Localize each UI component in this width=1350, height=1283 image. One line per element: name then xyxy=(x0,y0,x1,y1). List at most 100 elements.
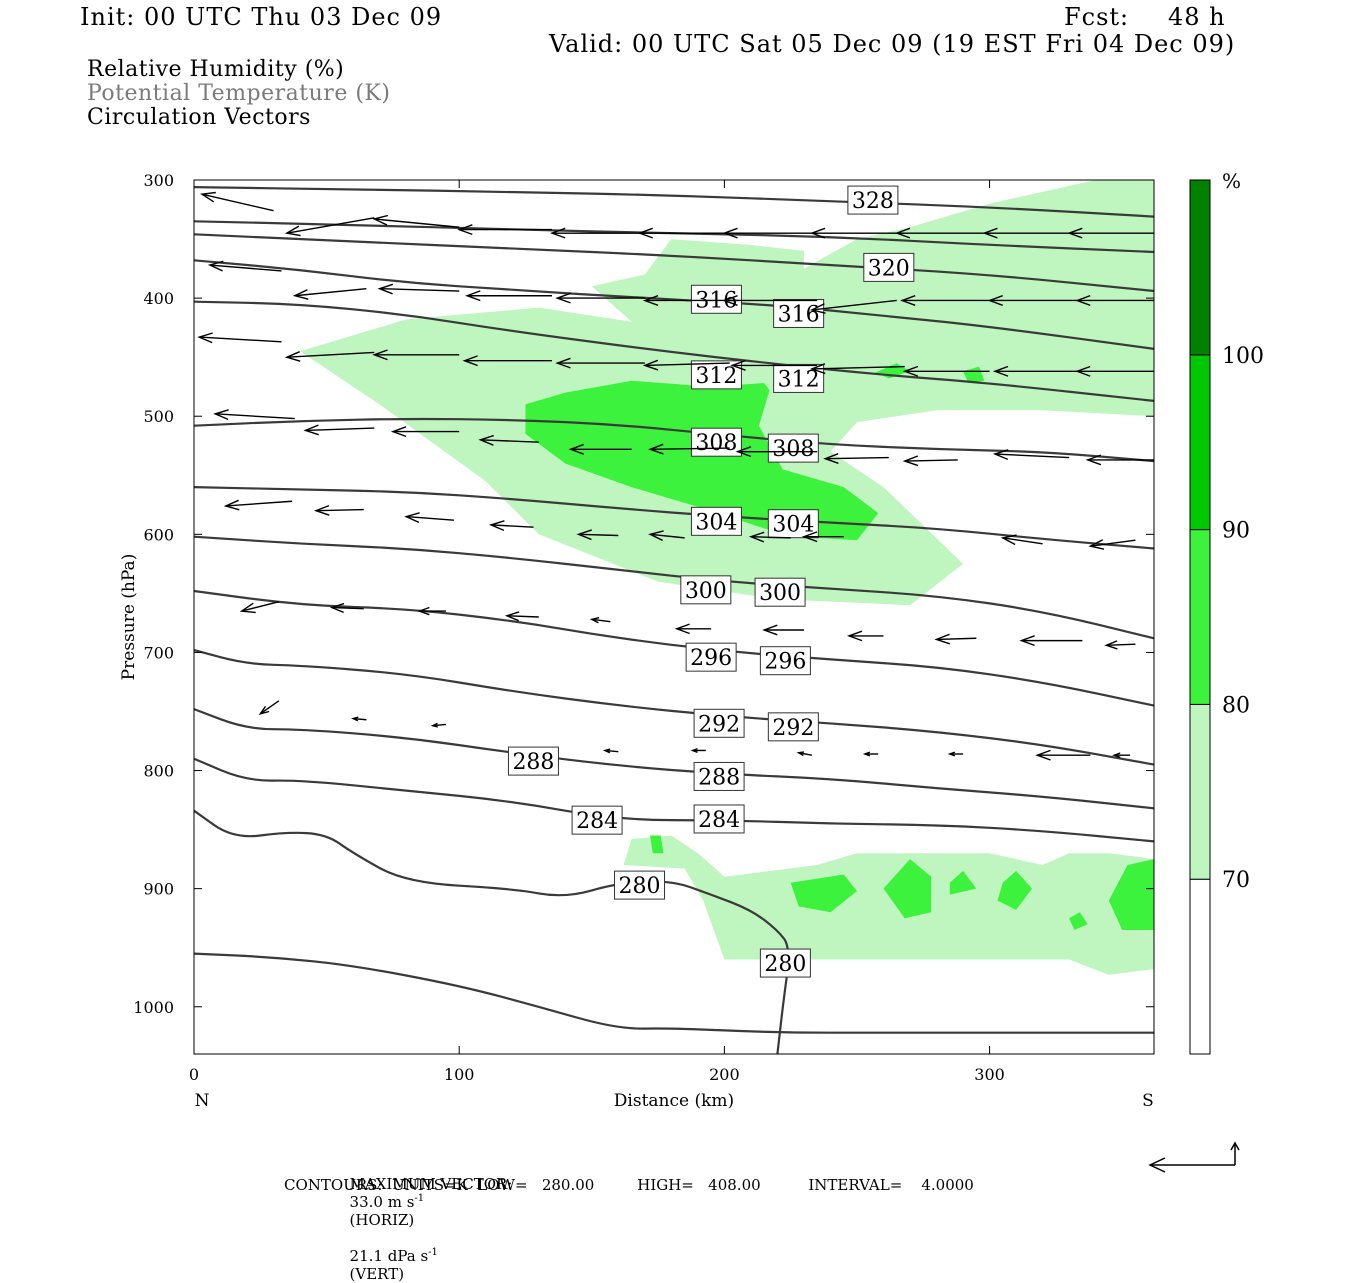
circulation-vector xyxy=(648,530,685,542)
vector-head xyxy=(1067,227,1083,239)
vector-head xyxy=(504,611,520,622)
vector-head xyxy=(1104,640,1118,650)
vertical-max-value: 21.1 dPa s xyxy=(349,1247,429,1265)
circulation-vector xyxy=(862,751,879,757)
contour-label-box xyxy=(759,646,811,676)
contour-label-text: 296 xyxy=(690,646,732,671)
reference-vector xyxy=(1148,1141,1240,1173)
vector-head xyxy=(457,224,473,236)
vector-shaft xyxy=(798,752,813,756)
colorbar-segment xyxy=(1189,529,1211,705)
circulation-vector xyxy=(555,292,645,304)
circulation-vector xyxy=(722,227,818,239)
contour-label-text: 292 xyxy=(698,712,740,737)
vector-head xyxy=(589,617,600,624)
contour-label-312: 312 xyxy=(690,360,742,390)
contour-label-296: 296 xyxy=(759,646,811,676)
circulation-vector xyxy=(722,295,818,306)
vector-head xyxy=(404,512,420,524)
circulation-vector xyxy=(1085,454,1154,466)
contour-label-288: 288 xyxy=(507,746,559,776)
vector-head xyxy=(648,443,664,455)
vector-shaft xyxy=(315,508,364,512)
circulation-vector xyxy=(457,224,553,236)
x-axis-label: Distance (km) xyxy=(614,1091,734,1111)
circulation-vector xyxy=(992,365,1083,377)
vector-head xyxy=(390,426,407,438)
circulation-vector xyxy=(223,499,293,511)
contour-label-text: 280 xyxy=(619,874,661,899)
contour-label-box xyxy=(690,506,742,536)
circulation-vector xyxy=(900,295,990,306)
vector-head xyxy=(372,349,388,361)
y-tick-label: 1000 xyxy=(133,998,174,1017)
vector-head xyxy=(1085,454,1102,466)
theta-contour-280 xyxy=(193,809,790,1055)
vector-head xyxy=(642,295,659,306)
circulation-vector xyxy=(894,227,990,239)
theta-contour-276 xyxy=(193,952,1154,1034)
circulation-vector xyxy=(902,455,958,467)
contour-label-text: 300 xyxy=(759,581,801,606)
vector-shaft xyxy=(286,351,375,358)
footer-contours: CONTOURS: UNITS=K LOW= 280.00 HIGH= 408.… xyxy=(284,1176,974,1194)
vector-head xyxy=(934,633,951,645)
circulation-vector xyxy=(1104,640,1136,650)
circulation-vector xyxy=(648,443,730,455)
vector-shaft xyxy=(1090,539,1136,547)
theta-contour-320 xyxy=(193,233,1155,293)
vector-head xyxy=(200,191,216,203)
circulation-vector xyxy=(987,295,1078,306)
circulation-vector xyxy=(762,624,804,636)
contour-label-288: 288 xyxy=(693,761,745,791)
circulation-vector xyxy=(200,191,274,212)
theta-contour-292 xyxy=(193,649,1155,766)
max-vector-label: MAXIMUM VECTOR: xyxy=(349,1175,513,1193)
vector-head xyxy=(377,283,394,295)
circulation-vector xyxy=(372,214,460,228)
vector-head xyxy=(730,359,746,371)
colorbar: 70 80 90 100% xyxy=(1189,169,1264,1055)
theta-contour-312 xyxy=(193,300,1155,402)
contour-label-box xyxy=(571,805,623,835)
contour-label-292: 292 xyxy=(693,708,745,738)
y-axis-label: Pressure (hPa) xyxy=(119,554,139,681)
circulation-vector xyxy=(642,359,730,371)
contour-label-text: 300 xyxy=(685,579,727,604)
contour-label-box xyxy=(685,642,737,672)
vector-head xyxy=(313,504,330,516)
vector-head xyxy=(568,443,584,455)
vector-head xyxy=(207,260,224,272)
contour-label-text: 284 xyxy=(698,808,740,833)
circulation-vector xyxy=(637,227,733,239)
contour-label-text: 316 xyxy=(778,302,820,327)
contour-label-box xyxy=(773,363,825,393)
circulation-vector xyxy=(947,751,964,757)
contour-label-box xyxy=(693,708,745,738)
vector-shaft xyxy=(506,615,539,618)
contour-label-text: 308 xyxy=(695,431,737,456)
theta-contour-324 xyxy=(193,220,1155,254)
vector-head xyxy=(465,290,481,302)
vector-head xyxy=(1019,635,1035,647)
vector-head xyxy=(549,227,566,239)
vector-head xyxy=(722,227,738,239)
north-end-label: N xyxy=(195,1091,210,1111)
vector-shaft xyxy=(490,524,534,528)
colorbar-segment xyxy=(1189,354,1211,531)
contour-label-box xyxy=(863,252,915,282)
circulation-vector xyxy=(465,290,553,302)
vector-head xyxy=(748,531,765,543)
vector-head xyxy=(902,365,919,377)
circulation-vector xyxy=(390,426,460,438)
contour-label-text: 288 xyxy=(698,765,740,790)
circulation-vector xyxy=(1112,752,1131,759)
contour-label-284: 284 xyxy=(571,805,623,835)
circulation-vector xyxy=(372,349,460,361)
vector-shaft xyxy=(353,717,367,721)
vector-head xyxy=(809,227,826,239)
contour-label-box xyxy=(690,427,742,457)
y-tick-label: 400 xyxy=(143,289,174,308)
circulation-vector xyxy=(982,227,1078,239)
y-tick-label: 600 xyxy=(143,525,174,544)
